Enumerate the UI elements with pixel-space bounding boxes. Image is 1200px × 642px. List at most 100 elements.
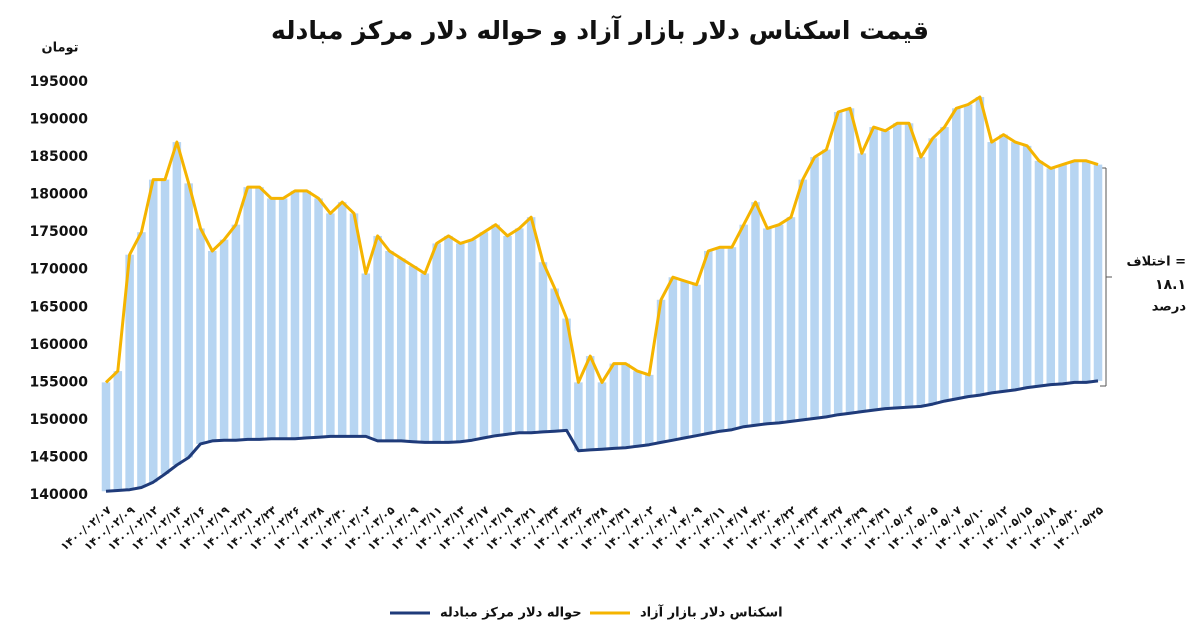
range-bar xyxy=(302,190,312,438)
y-tick-label: 185000 xyxy=(30,149,89,165)
range-bar xyxy=(975,97,985,396)
range-bar xyxy=(1011,142,1020,390)
range-bar xyxy=(621,363,630,448)
annotation-text: درصد xyxy=(1152,300,1187,315)
range-bar xyxy=(987,142,996,393)
range-bar xyxy=(680,280,689,438)
y-tick-label: 170000 xyxy=(30,262,89,278)
y-tick-label: 160000 xyxy=(30,337,89,353)
range-bar xyxy=(396,258,406,441)
series-line xyxy=(105,379,1099,493)
range-bar xyxy=(904,123,914,408)
range-bar xyxy=(125,254,134,490)
y-tick-label: 150000 xyxy=(30,412,89,428)
range-bar xyxy=(456,243,465,442)
range-bar xyxy=(361,273,371,437)
range-bar xyxy=(597,382,607,450)
range-bar xyxy=(432,243,441,443)
y-tick-label: 195000 xyxy=(30,74,89,90)
range-bar xyxy=(231,224,241,441)
range-bar xyxy=(1022,145,1032,388)
range-bar xyxy=(243,187,252,440)
range-bar xyxy=(479,232,489,438)
range-bar xyxy=(172,142,182,465)
range-bar xyxy=(845,108,855,414)
range-bar xyxy=(160,179,170,474)
range-bar xyxy=(267,198,276,439)
range-bar xyxy=(290,190,300,439)
range-bar xyxy=(562,318,571,431)
range-bar xyxy=(668,277,678,441)
chart-title: قیمت اسکناس دلار بازار آزاد و حواله دلار… xyxy=(271,15,929,46)
annotation-value: ۱۸.۱ xyxy=(1155,277,1186,293)
range-bar xyxy=(940,127,949,402)
range-bar xyxy=(503,235,512,435)
range-bar xyxy=(420,273,430,443)
range-bar xyxy=(656,299,666,443)
range-bar xyxy=(869,127,878,411)
y-tick-label: 145000 xyxy=(30,449,89,465)
range-bar xyxy=(609,363,619,449)
range-bar xyxy=(798,179,808,420)
range-bar xyxy=(491,224,500,436)
range-bar xyxy=(751,202,760,426)
range-bar xyxy=(1046,168,1056,385)
range-bar xyxy=(408,265,418,442)
legend-label: اسکناس دلار بازار آزاد xyxy=(640,604,783,621)
y-tick-label: 155000 xyxy=(30,374,89,390)
y-tick-label: 165000 xyxy=(30,299,89,315)
annotation-text: اختلاف = xyxy=(1126,255,1186,270)
range-bar xyxy=(101,382,111,492)
range-bar xyxy=(113,371,123,491)
range-bar xyxy=(574,382,583,451)
range-bar xyxy=(337,202,347,437)
y-tick-label: 180000 xyxy=(30,187,89,203)
range-bar xyxy=(999,134,1008,392)
range-bar xyxy=(715,247,725,432)
range-bar xyxy=(219,239,229,441)
range-bar xyxy=(833,112,843,415)
range-bar xyxy=(278,198,288,439)
series-line xyxy=(104,95,1099,384)
range-bar xyxy=(550,288,560,432)
range-bar xyxy=(822,149,831,417)
legend-label: حواله دلار مرکز مبادله xyxy=(440,606,582,621)
range-bar xyxy=(326,213,335,437)
range-bar xyxy=(1034,160,1044,387)
range-bar xyxy=(1081,160,1091,383)
range-bar xyxy=(137,232,146,488)
range-bar xyxy=(444,235,453,443)
range-bar xyxy=(774,224,784,423)
range-bar xyxy=(916,157,926,407)
range-bar xyxy=(727,247,737,430)
range-bar xyxy=(526,217,536,433)
range-bar xyxy=(1070,160,1079,383)
range-bar xyxy=(892,123,902,408)
range-bar xyxy=(692,284,701,436)
range-bar xyxy=(349,213,359,437)
range-bar xyxy=(928,138,937,405)
range-bar xyxy=(1058,164,1067,384)
y-tick-label: 190000 xyxy=(30,112,89,128)
range-bar xyxy=(148,179,158,483)
range-bar xyxy=(857,153,867,412)
range-bar xyxy=(515,228,524,433)
range-bar xyxy=(208,250,217,441)
range-bar xyxy=(467,239,477,441)
range-bar xyxy=(704,250,713,434)
range-bar xyxy=(786,217,796,422)
range-bar xyxy=(385,250,394,441)
range-bar xyxy=(585,356,595,450)
range-bar xyxy=(739,224,748,427)
range-bar xyxy=(1093,164,1103,381)
range-bar xyxy=(763,228,772,424)
range-bar xyxy=(633,371,642,447)
range-bar xyxy=(196,228,205,444)
range-bar xyxy=(952,108,961,399)
range-bar xyxy=(255,187,264,440)
range-bar xyxy=(963,104,973,397)
range-bar xyxy=(881,130,890,409)
y-tick-label: 140000 xyxy=(30,487,89,503)
range-bar xyxy=(644,374,654,445)
